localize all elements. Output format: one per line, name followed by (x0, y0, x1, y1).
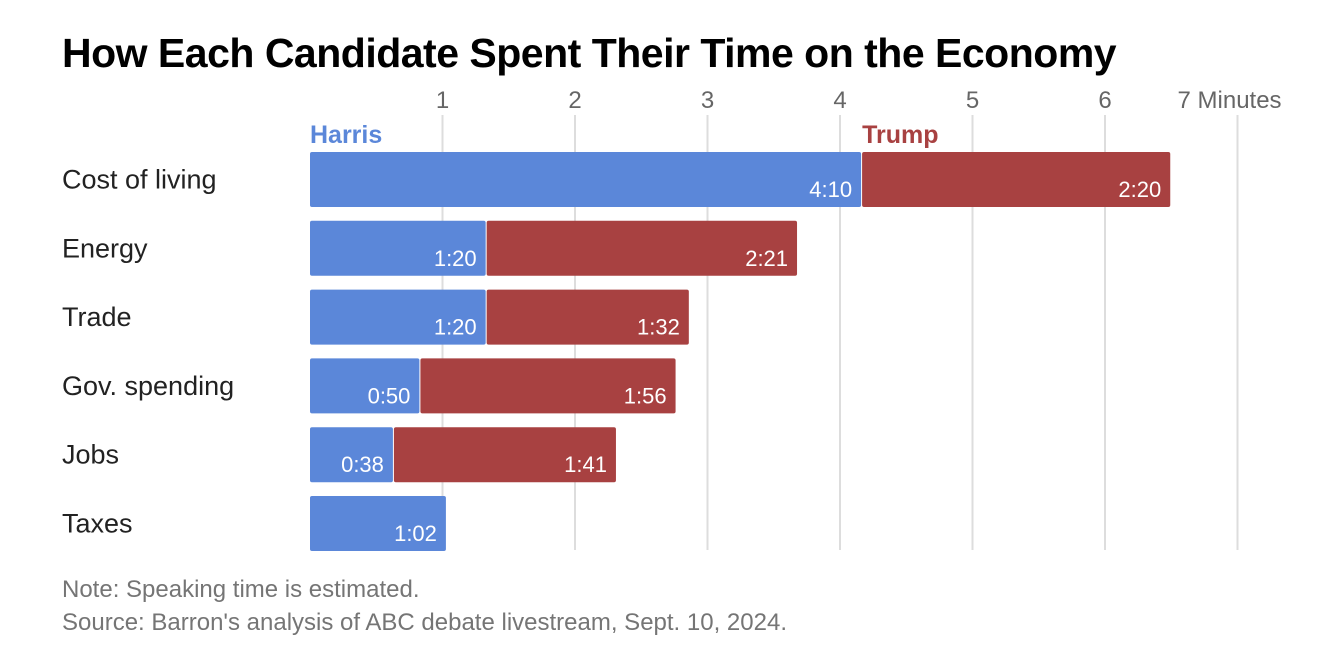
bar-harris (310, 427, 393, 483)
bar-harris (310, 220, 486, 276)
legend-trump: Trump (862, 121, 938, 149)
bar-trump (486, 289, 689, 345)
bar-harris (310, 289, 486, 345)
footnote: Note: Speaking time is estimated. (62, 576, 420, 603)
chart-footer: Note: Speaking time is estimated. Source… (62, 573, 787, 639)
category-label: Cost of living (62, 165, 217, 195)
legend: Harris Trump (310, 121, 938, 149)
category-labels: Cost of living Energy Trade Gov. spending Jo… (62, 165, 234, 539)
category-label: Energy (62, 233, 148, 263)
bar-harris (310, 152, 862, 207)
category-label: Jobs (62, 440, 119, 470)
bar-value-label: 0:50 (368, 383, 411, 408)
bar-harris (310, 358, 420, 414)
x-tick-label: 5 (966, 87, 979, 114)
bar-trump (862, 152, 1171, 207)
bar-value-label: 1:32 (637, 315, 680, 340)
bar-value-label: 1:20 (434, 246, 477, 271)
x-tick-label: 2 (568, 87, 581, 114)
category-label: Trade (62, 302, 132, 332)
bar-value-label: 1:02 (394, 521, 437, 546)
legend-harris: Harris (310, 121, 382, 149)
bar-value-label: 4:10 (809, 177, 852, 202)
x-tick-label: 4 (833, 87, 846, 114)
x-tick-label: 1 (436, 87, 449, 114)
bar-harris (310, 496, 446, 551)
bar-value-label: 2:21 (745, 246, 788, 271)
bar-value-label: 1:41 (564, 452, 607, 477)
category-label: Taxes (62, 509, 133, 539)
chart-title: How Each Candidate Spent Their Time on t… (62, 30, 1117, 76)
source-note: Source: Barron's analysis of ABC debate … (62, 609, 787, 636)
bar-trump (420, 358, 676, 414)
bar-trump (486, 220, 798, 276)
bar-trump (393, 427, 616, 483)
bar-value-label: 2:20 (1118, 177, 1161, 202)
x-tick-label: 6 (1098, 87, 1111, 114)
bar-value-label: 0:38 (341, 452, 384, 477)
bars: 4:10 2:20 1:20 2:21 1:20 1:32 0:50 1:56 0:38 1:41… (310, 152, 1171, 551)
bar-value-label: 1:56 (624, 383, 667, 408)
x-tick-label: 3 (701, 87, 714, 114)
x-axis-ticks: 1 2 3 4 5 6 7 Minutes (436, 87, 1282, 114)
bar-value-label: 1:20 (434, 315, 477, 340)
category-label: Gov. spending (62, 371, 234, 401)
x-tick-label: 7 Minutes (1178, 87, 1282, 114)
